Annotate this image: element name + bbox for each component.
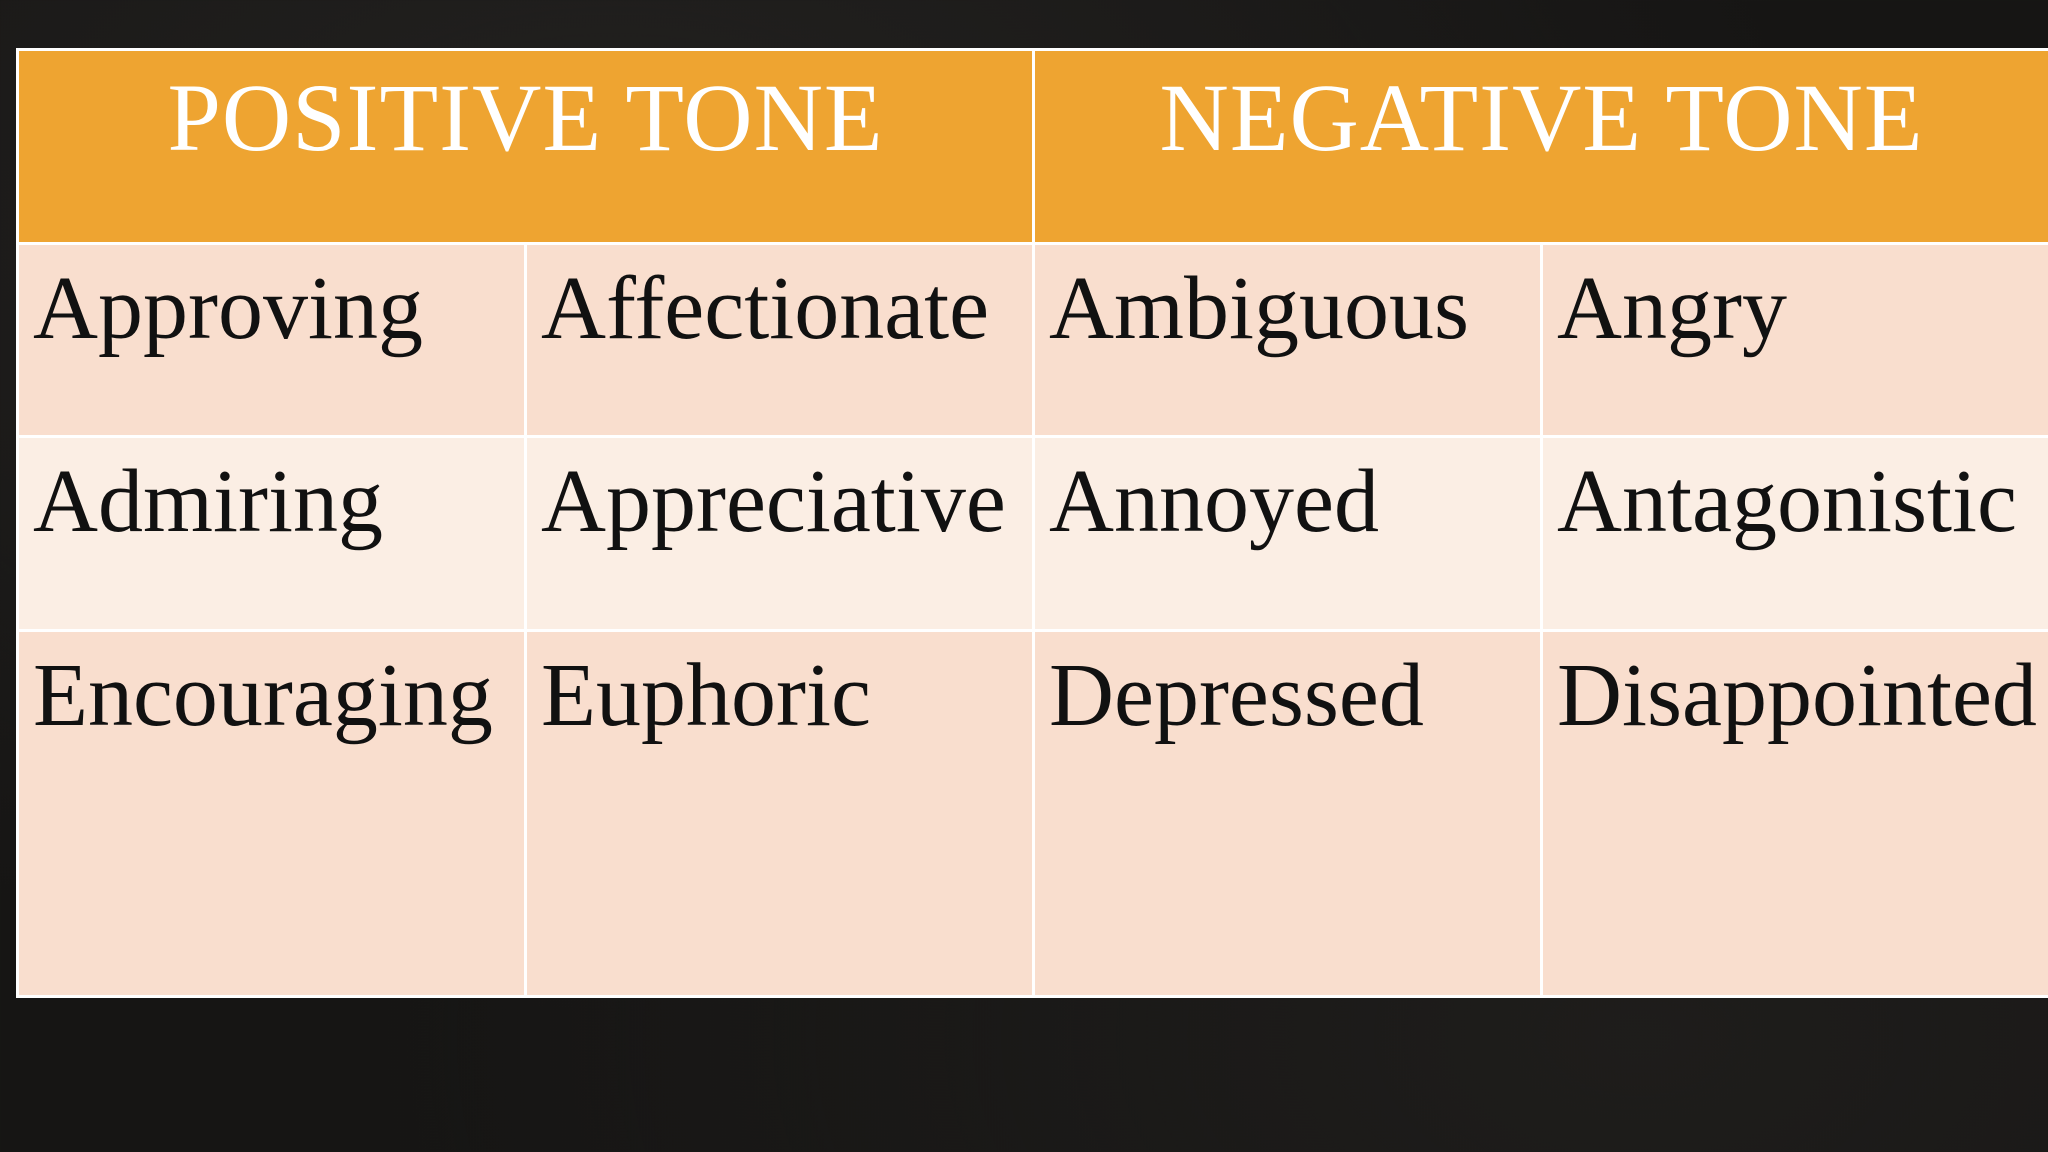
cell-text: Depressed — [1049, 646, 1424, 745]
cell-text: Ambiguous — [1049, 259, 1470, 358]
table-row: Encouraging Euphoric Depressed Disappoin… — [16, 629, 2048, 998]
cell-text: Approving — [33, 259, 423, 358]
table-header-row: POSITIVE TONE NEGATIVE TONE — [16, 48, 2048, 245]
header-negative-tone: NEGATIVE TONE — [1032, 48, 2048, 245]
cell-text: Disappointed — [1557, 646, 2037, 745]
cell-text: Appreciative — [541, 452, 1006, 551]
table-cell: Angry — [1540, 242, 2048, 438]
table-row: Approving Affectionate Ambiguous Angry — [16, 242, 2048, 438]
cell-text: Antagonistic — [1557, 452, 2017, 551]
table-cell: Antagonistic — [1540, 435, 2048, 632]
header-positive-label: POSITIVE TONE — [167, 64, 884, 171]
tone-table: POSITIVE TONE NEGATIVE TONE Approving Af… — [16, 48, 2048, 998]
table-cell: Admiring — [16, 435, 527, 632]
table-cell: Disappointed — [1540, 629, 2048, 998]
cell-text: Admiring — [33, 452, 383, 551]
table-cell: Appreciative — [524, 435, 1035, 632]
table-cell: Ambiguous — [1032, 242, 1543, 438]
cell-text: Annoyed — [1049, 452, 1379, 551]
header-negative-label: NEGATIVE TONE — [1159, 64, 1924, 171]
cell-text: Encouraging — [33, 646, 493, 745]
table-cell: Encouraging — [16, 629, 527, 998]
cell-text: Affectionate — [541, 259, 990, 358]
cell-text: Euphoric — [541, 646, 871, 745]
table-cell: Depressed — [1032, 629, 1543, 998]
table-cell: Approving — [16, 242, 527, 438]
header-positive-tone: POSITIVE TONE — [16, 48, 1035, 245]
table-row: Admiring Appreciative Annoyed Antagonist… — [16, 435, 2048, 632]
table-cell: Affectionate — [524, 242, 1035, 438]
table-cell: Annoyed — [1032, 435, 1543, 632]
table-cell: Euphoric — [524, 629, 1035, 998]
cell-text: Angry — [1557, 259, 1787, 358]
